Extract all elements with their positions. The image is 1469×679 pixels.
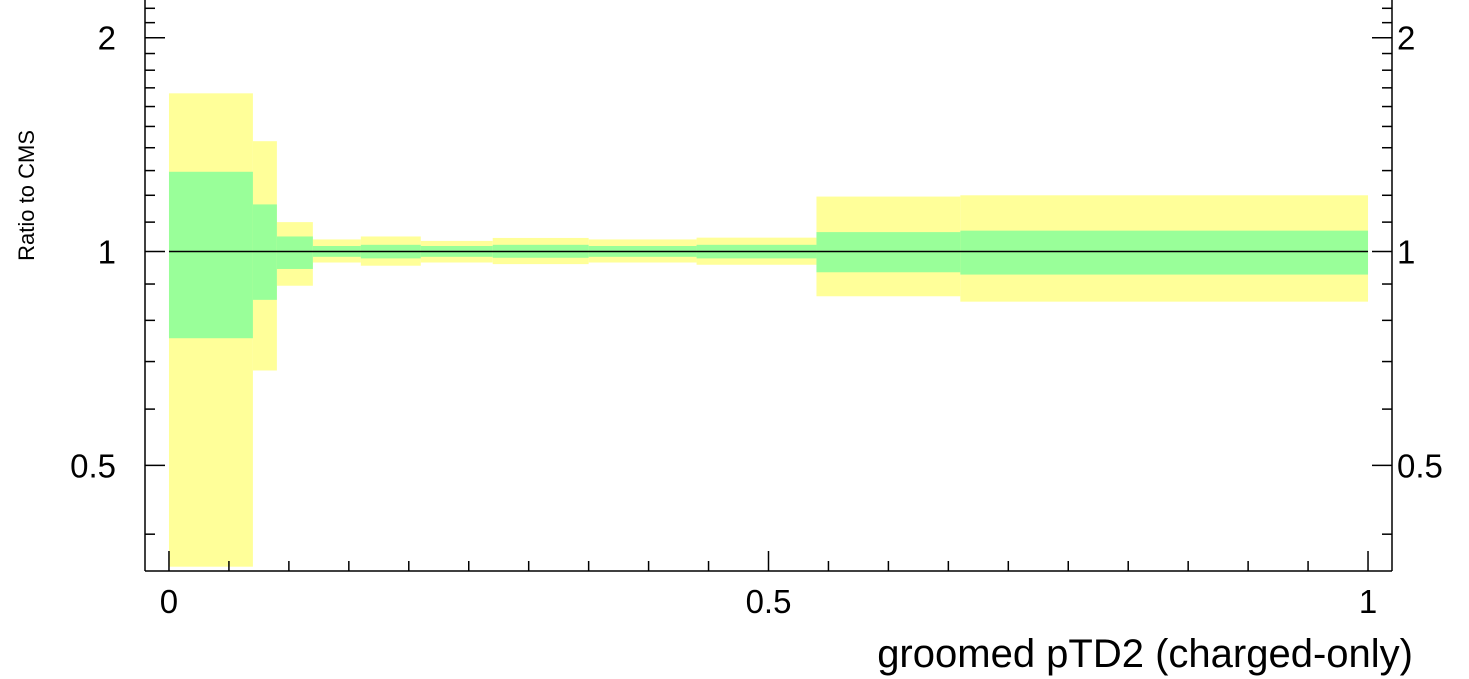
tick-labels: 0 0.5 1 0.5 0.5 1 1 2 2 [70, 20, 1443, 620]
x-tick-label: 0 [160, 583, 178, 620]
x-tick-label: 1 [1359, 583, 1377, 620]
band-1-bin-0 [168, 171, 253, 339]
x-tick-label: 0.5 [746, 583, 792, 620]
y-tick-label-right: 0.5 [1397, 447, 1443, 484]
x-axis-title: groomed pTD2 (charged-only) [877, 632, 1413, 676]
y-tick-label-left: 0.5 [70, 447, 116, 484]
y-axis-title: Ratio to CMS [14, 130, 39, 261]
y-tick-label-left: 1 [98, 234, 116, 271]
uncertainty-bands [168, 93, 1369, 567]
axes [144, 0, 1393, 572]
y-tick-label-left: 2 [98, 20, 116, 57]
y-tick-label-right: 2 [1397, 20, 1415, 57]
band-1-bin-10 [960, 230, 1369, 275]
y-tick-label-right: 1 [1397, 234, 1415, 271]
band-1-bin-2 [276, 236, 313, 269]
